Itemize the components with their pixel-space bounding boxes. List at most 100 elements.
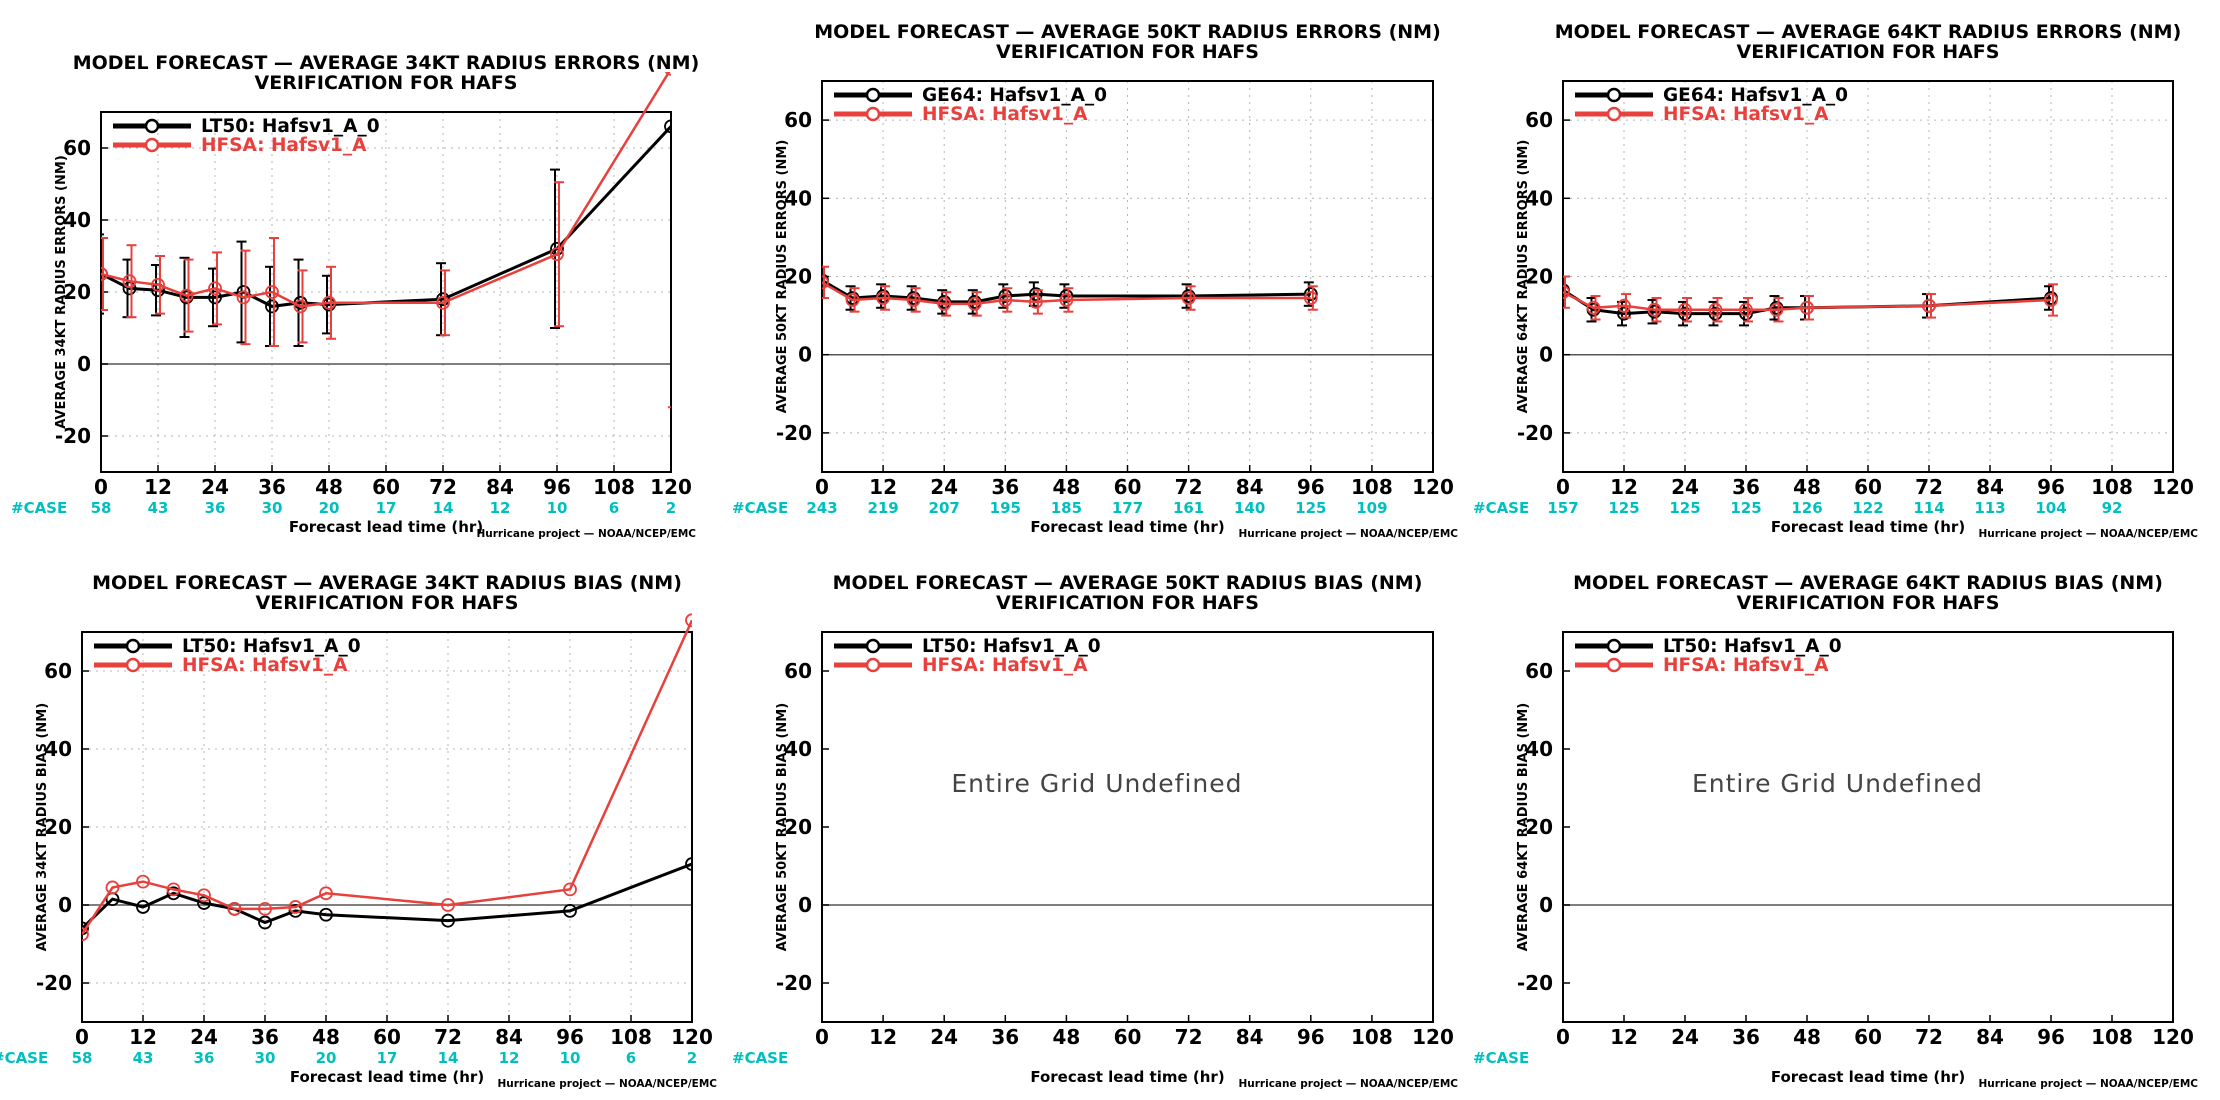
y-axis-label: AVERAGE 64KT RADIUS BIAS (NM) [1516,703,1531,951]
x-tick-label: 48 [312,1025,340,1049]
case-count: 58 [91,499,112,517]
x-tick-label: 96 [556,1025,584,1049]
data-point [136,874,150,889]
case-count: 43 [133,1049,154,1067]
data-point [293,299,308,314]
data-point [258,902,272,916]
x-tick-label: 60 [372,475,400,499]
x-tick-label: 120 [2152,475,2194,499]
chart-panel-4: MODEL FORECAST — AVERAGE 34KT RADIUS BIA… [0,572,717,1090]
case-row-label: #CASE [11,499,67,517]
y-tick-label: 60 [1525,108,1553,132]
x-tick-label: 120 [671,1025,713,1049]
data-point [265,285,279,299]
legend-label: LT50: Hafsv1_A_0 [201,116,380,137]
case-count: 58 [72,1049,93,1067]
legend-label: GE64: Hafsv1_A_0 [1663,85,1848,106]
x-tick-label: 108 [610,1025,652,1049]
x-axis-label: Forecast lead time (hr) [1771,1068,1965,1086]
x-tick-label: 108 [2091,475,2133,499]
data-point [236,290,251,305]
data-point [1303,291,1318,305]
data-point [845,293,860,307]
y-tick-label: 40 [44,737,72,761]
data-point [122,274,137,289]
y-tick-label: -20 [36,971,72,995]
legend-label: HFSA: Hafsv1_A [1663,104,1829,125]
data-point [1563,285,1570,300]
legend-label: LT50: Hafsv1_A_0 [922,636,1101,657]
data-point [685,613,692,628]
x-tick-label: 0 [815,475,829,499]
data-point [166,882,181,897]
y-tick-label: -20 [776,421,812,445]
x-tick-label: 84 [1976,1025,2004,1049]
x-tick-label: 96 [1297,475,1325,499]
case-count: 207 [929,499,960,517]
x-tick-label: 108 [1351,1025,1393,1049]
data-point [1181,291,1196,305]
data-point [563,882,577,897]
x-tick-label: 0 [75,1025,89,1049]
case-count: 161 [1173,499,1204,517]
case-count: 43 [148,499,169,517]
data-point [441,898,455,912]
data-point [197,888,211,903]
x-tick-label: 24 [1671,475,1699,499]
case-count: 122 [1852,499,1883,517]
y-tick-label: 0 [77,352,91,376]
chart-title: MODEL FORECAST — AVERAGE 34KT RADIUS BIA… [92,572,682,594]
series-line [1563,290,2052,311]
chart-title: MODEL FORECAST — AVERAGE 64KT RADIUS BIA… [1573,572,2163,594]
series-line [822,281,1311,306]
x-axis-label: Forecast lead time (hr) [1030,518,1224,536]
data-point [136,900,150,914]
data-point [1617,298,1631,313]
x-tick-label: 96 [2037,1025,2065,1049]
data-point [82,927,89,942]
case-row-label: #CASE [732,1049,788,1067]
data-layer [1563,275,2058,327]
case-count: 125 [1669,499,1700,517]
legend-marker [865,657,881,673]
y-tick-label: 0 [798,893,812,917]
x-tick-label: 72 [1915,1025,1943,1049]
chart-panel-5: MODEL FORECAST — AVERAGE 50KT RADIUS BIA… [732,572,1458,1090]
y-tick-label: 20 [44,815,72,839]
x-axis-label: Forecast lead time (hr) [1771,518,1965,536]
credit-text: Hurricane project — NOAA/NCEP/EMC [476,528,696,540]
data-point [197,896,211,910]
data-point [151,277,165,292]
data-point [166,886,181,901]
data-point [1708,302,1723,317]
x-tick-label: 0 [1556,475,1570,499]
case-count: 140 [1234,499,1265,517]
legend-marker [125,657,141,673]
legend-label: LT50: Hafsv1_A_0 [182,636,361,657]
x-tick-label: 36 [1732,1025,1760,1049]
chart-subtitle: VERIFICATION FOR HAFS [255,72,518,94]
chart-title: MODEL FORECAST — AVERAGE 34KT RADIUS ERR… [73,52,700,74]
case-count: 17 [376,499,397,517]
case-count: 157 [1547,499,1578,517]
x-tick-label: 48 [315,475,343,499]
data-point [288,903,303,918]
chart-panel-6: MODEL FORECAST — AVERAGE 64KT RADIUS BIA… [1473,572,2198,1090]
x-tick-label: 12 [869,475,897,499]
data-point [685,857,692,871]
legend-marker [144,137,160,153]
legend-label: GE64: Hafsv1_A_0 [922,85,1107,106]
chart-title: MODEL FORECAST — AVERAGE 50KT RADIUS ERR… [814,21,1441,43]
legend-label: HFSA: Hafsv1_A [1663,655,1829,676]
chart-panel-3: MODEL FORECAST — AVERAGE 64KT RADIUS ERR… [1473,21,2198,540]
data-point [436,295,450,310]
y-axis-label: AVERAGE 34KT RADIUS BIAS (NM) [35,703,50,951]
case-count: 185 [1051,499,1082,517]
legend-label: HFSA: Hafsv1_A [201,135,367,156]
data-point [1028,287,1043,301]
case-count: 243 [806,499,837,517]
credit-text: Hurricane project — NOAA/NCEP/EMC [1238,528,1458,540]
x-tick-label: 96 [2037,475,2065,499]
x-tick-label: 24 [930,475,958,499]
data-point [1800,300,1814,315]
